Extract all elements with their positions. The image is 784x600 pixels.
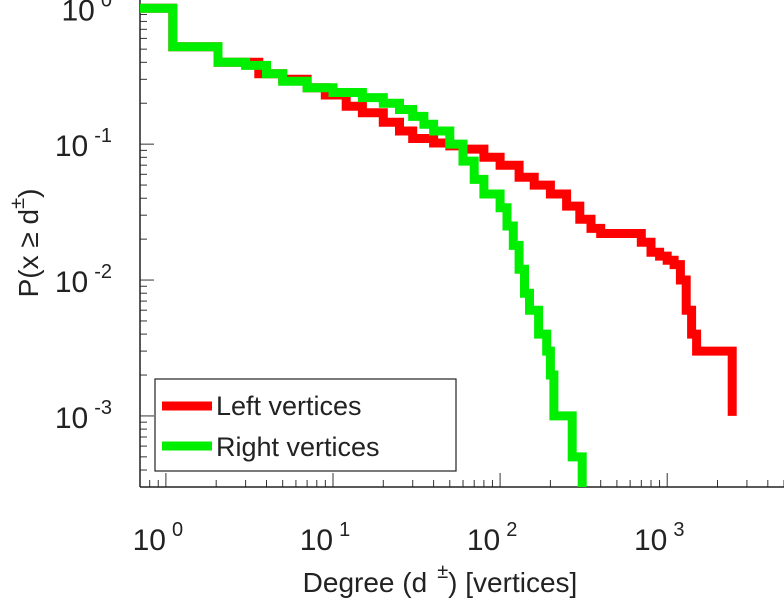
- x-tick-label-base: 10: [467, 524, 500, 557]
- y-tick-label-base: 10: [55, 402, 88, 435]
- x-tick-labels: 10 0 10 1 10 2 10 3: [133, 519, 685, 557]
- y-axis-label-sup: ±: [7, 198, 29, 209]
- x-tick-label-exp: 1: [339, 519, 350, 541]
- x-tick-label-exp: 2: [506, 519, 517, 541]
- y-tick-label-exp: -2: [94, 261, 112, 283]
- legend-label-left: Left vertices: [216, 391, 362, 421]
- x-axis-label-tail: ) [vertices]: [448, 567, 577, 598]
- x-tick-label: 10 0: [133, 519, 184, 557]
- y-axis-label: P(x ≥ d±): [7, 189, 44, 298]
- y-tick-label: 10 -2: [55, 261, 112, 299]
- x-tick-label: 10 1: [300, 519, 351, 557]
- x-tick-label-base: 10: [634, 524, 667, 557]
- x-tick-label-base: 10: [133, 524, 166, 557]
- y-tick-label-base: 10: [62, 0, 95, 27]
- y-tick-label-exp: -1: [94, 125, 112, 147]
- x-axis-label: Degree (d ±) [vertices]: [303, 561, 578, 598]
- x-tick-label: 10 2: [467, 519, 518, 557]
- y-tick-label: 10 -1: [55, 125, 112, 163]
- x-axis-label-main: Degree (d: [303, 567, 428, 598]
- y-tick-label-base: 10: [55, 130, 88, 163]
- y-tick-label-base: 10: [55, 266, 88, 299]
- x-tick-label-exp: 3: [673, 519, 684, 541]
- y-tick-label-exp: -3: [94, 397, 112, 419]
- x-axis-label-sup: ±: [437, 561, 448, 583]
- x-tick-label-base: 10: [300, 524, 333, 557]
- y-tick-label-exp: 0: [101, 0, 112, 11]
- x-tick-label-exp: 0: [172, 519, 183, 541]
- y-tick-label: 10 0: [62, 0, 113, 27]
- legend-box: [154, 378, 457, 472]
- legend-label-right: Right vertices: [216, 432, 380, 462]
- series-line-right: [140, 3, 587, 487]
- y-axis-label-tail: ): [13, 189, 44, 198]
- y-axis-label-main: P(x ≥ d: [13, 209, 44, 298]
- x-tick-label: 10 3: [634, 519, 685, 557]
- y-tick-labels: 10 0 10 -1 10 -2 10 -3: [55, 0, 112, 435]
- legend: Left vertices Right vertices: [154, 378, 457, 472]
- y-tick-label: 10 -3: [55, 397, 112, 435]
- series-layer: [140, 3, 737, 487]
